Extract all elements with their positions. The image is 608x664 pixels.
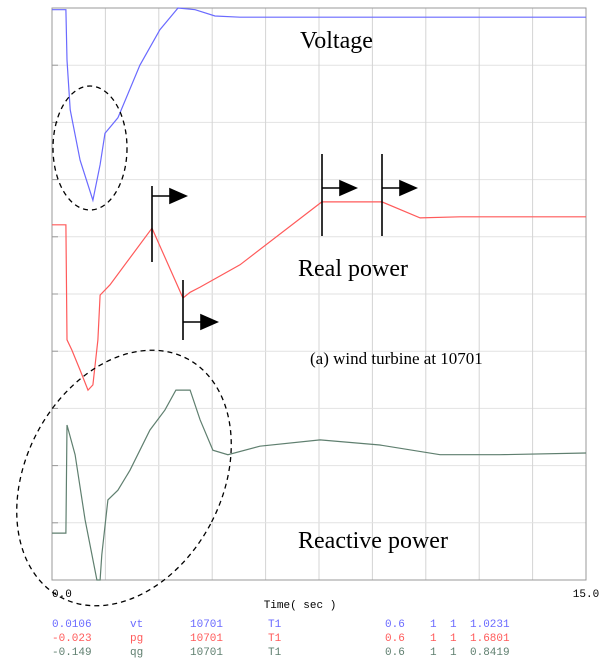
legend-value: 0.6 [385, 619, 405, 631]
highlight-ellipse [52, 85, 128, 211]
legend-value: -0.023 [52, 633, 92, 645]
legend-value: 10701 [190, 633, 223, 645]
legend-value: 1 [430, 647, 437, 659]
trace [52, 201, 586, 392]
legend-value: 0.6 [385, 633, 405, 645]
legend-entry: vt [130, 619, 143, 631]
annotation: Voltage [300, 28, 373, 54]
legend-value: 10701 [190, 647, 223, 659]
legend-value: 0.8419 [470, 647, 510, 659]
x-axis-label: Time( sec ) [264, 600, 337, 612]
legend-value: T1 [268, 619, 282, 631]
legend-entry: pg [130, 633, 143, 645]
annotation: Real power [298, 256, 408, 282]
legend-value: 0.6 [385, 647, 405, 659]
legend-value: T1 [268, 633, 282, 645]
legend-value: 10701 [190, 619, 223, 631]
annotation: (a) wind turbine at 10701 [310, 349, 483, 368]
legend-value: 1 [430, 619, 437, 631]
legend-value: 0.0106 [52, 619, 92, 631]
highlight-ellipse [16, 349, 232, 607]
legend-value: 1.0231 [470, 619, 510, 631]
legend-entry: qg [130, 647, 143, 659]
legend-value: 1 [450, 633, 457, 645]
x-tick-label: 0.0 [52, 589, 72, 601]
legend-value: 1 [450, 647, 457, 659]
plot-frame [51, 7, 587, 581]
legend-value: 1.6801 [470, 633, 510, 645]
legend-value: T1 [268, 647, 282, 659]
x-tick-label: 15.0 [573, 589, 599, 601]
grid [52, 8, 586, 580]
legend-value: -0.149 [52, 647, 92, 659]
trace [52, 389, 587, 581]
annotation: Reactive power [298, 528, 448, 554]
trace [52, 7, 586, 203]
legend-value: 1 [450, 619, 457, 631]
legend-value: 1 [430, 633, 437, 645]
flag-markers [151, 154, 418, 340]
